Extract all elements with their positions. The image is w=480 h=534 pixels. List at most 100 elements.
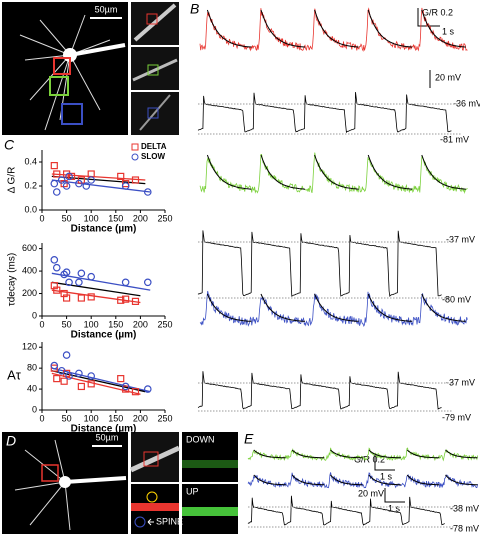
- point: [143, 188, 152, 196]
- scale-label: 50µm: [96, 432, 119, 442]
- calcium-trace: [199, 152, 468, 194]
- point: [87, 272, 96, 281]
- fit-curve: [368, 449, 401, 459]
- point: [60, 377, 68, 385]
- fit-curve: [445, 474, 478, 486]
- point: [75, 369, 83, 378]
- y-tick-label: 0: [32, 310, 37, 320]
- trend-line: [51, 367, 151, 393]
- point: [53, 170, 61, 178]
- x-tick-label: 50: [62, 413, 72, 423]
- panel-label: A: [5, 1, 15, 17]
- fit-curve: [421, 154, 466, 190]
- point: [62, 294, 71, 302]
- fit-curve: [314, 293, 359, 322]
- point: [53, 375, 61, 383]
- point: [65, 372, 73, 380]
- voltage-label: -37 mV: [446, 234, 475, 244]
- point: [82, 182, 91, 190]
- charts: 0.0 0.2 0.4 0 50 100 150 200 250 Distance (µm) Δ G…: [7, 142, 173, 435]
- point: [131, 388, 140, 396]
- panel-label: D: [6, 433, 16, 449]
- fit-curve: [206, 154, 252, 190]
- trend-line: [51, 173, 146, 181]
- fit-curve: [445, 449, 478, 459]
- y-tick-label: 80: [27, 363, 37, 373]
- trend-line: [51, 370, 146, 393]
- point: [50, 179, 59, 188]
- trend-line: [51, 179, 151, 193]
- point: [62, 351, 71, 359]
- fit-curve: [291, 449, 325, 459]
- point: [50, 162, 58, 170]
- point: [67, 172, 76, 180]
- legend-marker: [131, 143, 139, 151]
- x-tick-label: 0: [39, 319, 44, 329]
- voltage-trace: [197, 230, 442, 298]
- voltage-label: -37 mV: [446, 377, 475, 387]
- scale-label: 1 s: [380, 471, 393, 481]
- x-tick-label: 0: [39, 213, 44, 223]
- y-tick-label: 200: [22, 288, 37, 298]
- roi: [61, 103, 83, 125]
- x-tick-label: 0: [39, 413, 44, 423]
- calcium-trace: [199, 290, 468, 328]
- point: [122, 295, 130, 303]
- trend-line: [51, 281, 141, 297]
- point: [50, 364, 58, 372]
- y-axis-label: Aτ: [7, 367, 22, 382]
- calcium-trace: [247, 472, 478, 489]
- fit-curve: [367, 9, 413, 48]
- legend-marker: [131, 153, 139, 161]
- fit-curve: [260, 9, 306, 48]
- voltage-label: -38 mV: [450, 503, 479, 513]
- soma: [59, 476, 71, 488]
- point: [60, 270, 68, 279]
- fit-curve: [260, 154, 306, 190]
- voltage-trace: [197, 92, 452, 134]
- traces: [197, 7, 478, 528]
- fit-curve: [291, 474, 325, 486]
- x-tick-label: 100: [84, 413, 99, 423]
- scale-label: 1 s: [442, 26, 455, 36]
- scale-label: 1 s: [388, 503, 401, 513]
- calcium-trace: [247, 447, 478, 462]
- point: [121, 278, 130, 287]
- scale-label: 50µm: [95, 4, 118, 14]
- point: [53, 286, 61, 294]
- panel-label: B: [190, 1, 199, 17]
- x-axis-label: Distance (µm): [71, 224, 137, 235]
- y-tick-label: 0.0: [24, 204, 37, 214]
- voltage-label: -78 mV: [450, 523, 479, 533]
- x-tick-label: 150: [108, 413, 123, 423]
- fit-curve: [406, 449, 440, 459]
- y-tick-label: 120: [22, 342, 37, 352]
- point: [52, 188, 61, 196]
- y-tick-label: 40: [27, 383, 37, 393]
- roi: [53, 57, 71, 75]
- legend-label: SLOW: [141, 152, 165, 161]
- trend-line: [51, 175, 146, 185]
- y-tick-label: 600: [22, 243, 37, 253]
- point: [62, 268, 71, 277]
- point: [75, 278, 83, 287]
- fit-curve: [314, 9, 359, 48]
- x-tick-label: 200: [133, 413, 148, 423]
- point: [87, 372, 96, 380]
- x-tick-label: 250: [157, 213, 172, 223]
- image-label: SPINE: [156, 516, 183, 526]
- point: [50, 361, 59, 370]
- point: [57, 176, 66, 184]
- fit-curve: [421, 293, 466, 322]
- y-tick-label: 0.4: [24, 156, 37, 166]
- scale-bar: [374, 455, 395, 471]
- neuron: [14, 439, 127, 531]
- fit-curve: [260, 293, 306, 322]
- voltage-trace: [197, 371, 442, 410]
- x-tick-label: 100: [84, 213, 99, 223]
- insets: [129, 432, 238, 534]
- point: [143, 278, 152, 287]
- voltage-label: -80 mV: [442, 294, 471, 304]
- point: [117, 172, 125, 180]
- point: [117, 296, 125, 304]
